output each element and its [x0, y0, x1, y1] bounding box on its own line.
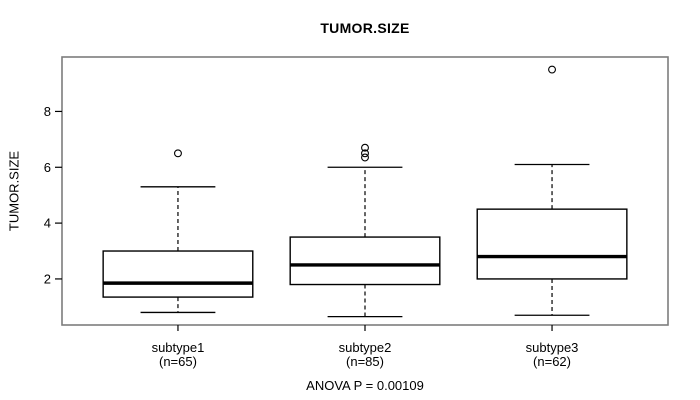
outlier-point	[361, 149, 369, 158]
group-sublabel: (n=85)	[346, 354, 384, 369]
y-tick-label: 4	[44, 216, 51, 231]
group-label: subtype3	[526, 340, 579, 355]
outlier-point	[361, 153, 369, 162]
anova-footnote: ANOVA P = 0.00109	[306, 378, 424, 393]
y-tick-label: 8	[44, 104, 51, 119]
y-tick-label: 2	[44, 271, 51, 286]
outlier-point	[361, 143, 369, 152]
group-sublabel: (n=62)	[533, 354, 571, 369]
iqr-box	[289, 236, 441, 286]
outlier-point	[174, 149, 182, 158]
outlier-point	[548, 65, 556, 74]
y-tick-label: 6	[44, 160, 51, 175]
group-sublabel: (n=65)	[159, 354, 197, 369]
iqr-box	[476, 208, 628, 280]
iqr-box	[102, 250, 254, 298]
group-label: subtype1	[152, 340, 205, 355]
chart-title: TUMOR.SIZE	[320, 20, 410, 36]
group-label: subtype2	[339, 340, 392, 355]
